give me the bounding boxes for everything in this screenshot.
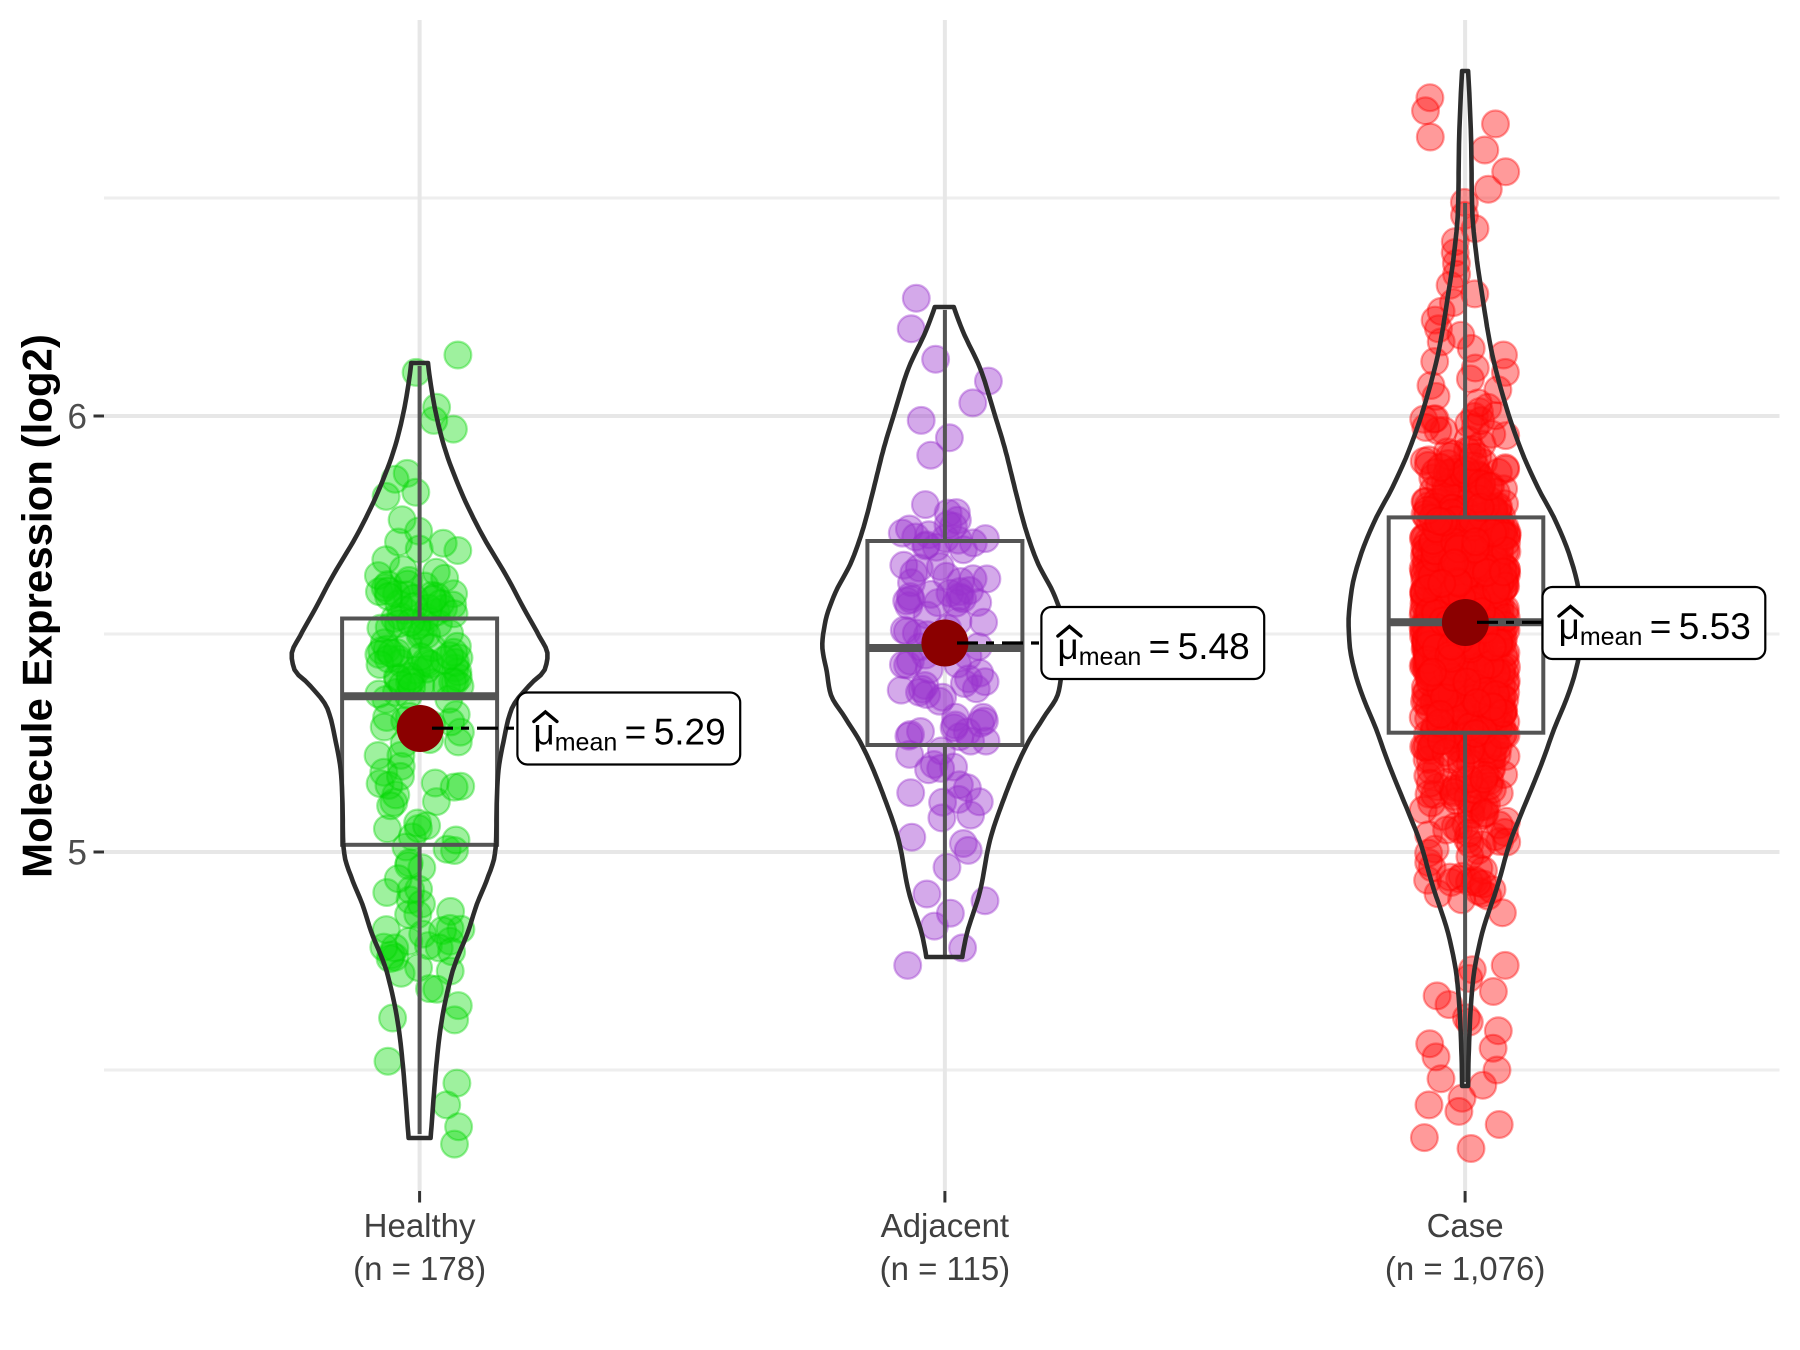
svg-text:Adjacent: Adjacent	[881, 1207, 1009, 1244]
svg-text:5: 5	[68, 834, 87, 873]
svg-text:μmean = 5.29: μmean = 5.29	[533, 712, 725, 757]
svg-text:μmean = 5.48: μmean = 5.48	[1057, 626, 1249, 671]
svg-text:μmean = 5.53: μmean = 5.53	[1559, 606, 1751, 651]
svg-text:Healthy: Healthy	[364, 1207, 476, 1244]
svg-text:Molecule Expression (log2): Molecule Expression (log2)	[14, 334, 61, 878]
svg-text:(n = 115): (n = 115)	[880, 1250, 1011, 1287]
svg-text:Case: Case	[1427, 1207, 1504, 1244]
svg-text:(n = 1,076): (n = 1,076)	[1385, 1250, 1546, 1287]
svg-text:(n = 178): (n = 178)	[353, 1250, 486, 1287]
svg-text:6: 6	[68, 398, 87, 437]
